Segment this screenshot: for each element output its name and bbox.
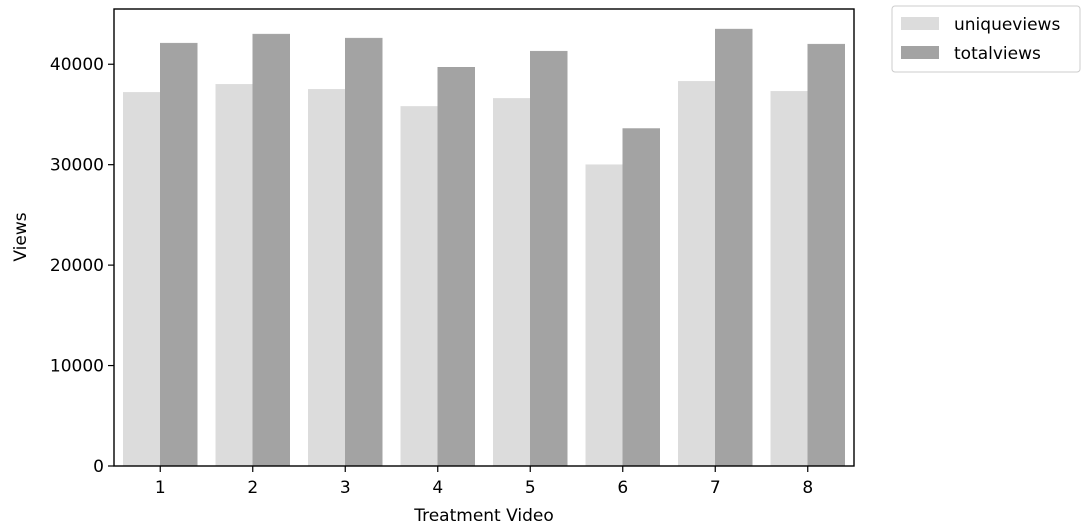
y-tick-label-20000: 20000: [50, 256, 104, 276]
legend-label-totalviews: totalviews: [954, 44, 1041, 64]
bar-uniqueviews-1: [123, 92, 161, 467]
bar-totalviews-8: [807, 43, 845, 467]
x-tick-label-4: 4: [432, 478, 443, 498]
bar-uniqueviews-7: [678, 81, 716, 467]
bar-uniqueviews-3: [308, 89, 346, 467]
bar-uniqueviews-2: [215, 84, 253, 467]
bar-totalviews-7: [715, 28, 753, 467]
x-tick-label-5: 5: [525, 478, 536, 498]
y-axis-label: Views: [11, 212, 31, 261]
bar-totalviews-6: [622, 128, 660, 467]
bar-totalviews-1: [160, 42, 198, 467]
bar-uniqueviews-4: [400, 106, 438, 467]
bar-uniqueviews-5: [493, 98, 531, 467]
y-axis: 0 10000 20000 30000 40000: [50, 55, 114, 477]
x-axis-label: Treatment Video: [413, 506, 554, 526]
y-tick-label-30000: 30000: [50, 156, 104, 176]
plot-frame: [113, 8, 855, 467]
x-tick-label-3: 3: [340, 478, 351, 498]
legend-label-uniqueviews: uniqueviews: [954, 15, 1060, 35]
legend-swatch-totalviews: [901, 46, 939, 59]
x-axis: 1 2 3 4 5 6 7 8: [155, 466, 813, 498]
bar-uniqueviews-6: [585, 164, 623, 467]
bars-layer: [123, 28, 845, 467]
x-tick-label-6: 6: [617, 478, 628, 498]
legend: uniqueviews totalviews: [891, 5, 1081, 73]
bar-totalviews-4: [437, 67, 475, 467]
legend-swatch-uniqueviews: [901, 17, 939, 30]
x-tick-label-8: 8: [802, 478, 813, 498]
y-tick-label-0: 0: [93, 457, 104, 477]
bar-totalviews-2: [252, 33, 290, 467]
x-tick-label-1: 1: [155, 478, 166, 498]
y-tick-label-40000: 40000: [50, 55, 104, 75]
bar-uniqueviews-8: [770, 91, 808, 467]
bar-totalviews-3: [345, 37, 383, 467]
bar-totalviews-5: [530, 50, 568, 467]
x-tick-label-2: 2: [247, 478, 258, 498]
x-tick-label-7: 7: [710, 478, 721, 498]
y-tick-label-10000: 10000: [50, 357, 104, 377]
